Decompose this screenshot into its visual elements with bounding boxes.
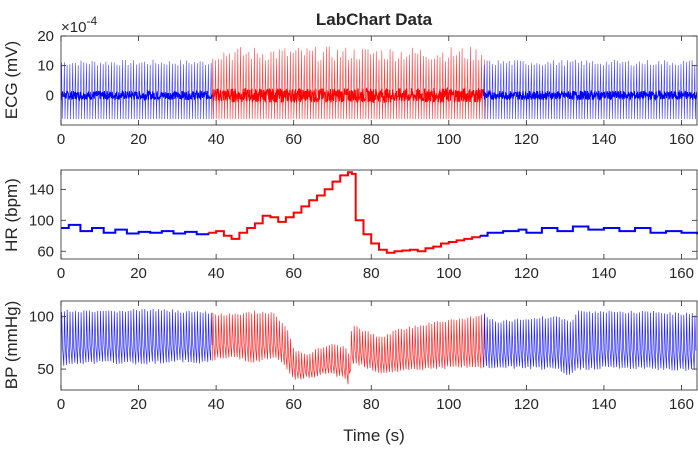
bp-y-ticks: 50 100 (29, 309, 697, 378)
hr-line-recovery (479, 225, 698, 237)
ecg-xtick-label: 80 (363, 131, 380, 148)
ecg-exponent-power: -4 (86, 14, 97, 28)
hr-xtick-label: 100 (436, 265, 461, 282)
hr-xtick-label: 0 (57, 265, 65, 282)
hr-axes-box (60, 169, 698, 260)
bp-ylabel: BP (mmHg) (2, 301, 21, 389)
hr-line-baseline (61, 223, 210, 236)
ecg-xtick-label: 0 (57, 131, 65, 148)
ecg-xtick-label: 100 (436, 131, 461, 148)
bp-trace-event (211, 310, 486, 385)
ecg-xtick-label: 40 (208, 131, 225, 148)
ecg-ytick-label: 10 (37, 58, 54, 75)
bp-xtick-label: 80 (363, 396, 380, 413)
bp-xtick-label: 140 (591, 396, 616, 413)
bp-xtick-label: 40 (208, 396, 225, 413)
ecg-traces (60, 46, 698, 120)
ecg-ytick-label: 0 (46, 87, 54, 104)
hr-ylabel: HR (bpm) (2, 178, 21, 252)
bp-xtick-label: 160 (669, 396, 694, 413)
hr-ytick-label: 140 (29, 181, 54, 198)
figure-title: LabChart Data (316, 10, 433, 29)
hr-xtick-label: 40 (208, 265, 225, 282)
x-axis-label: Time (s) (343, 426, 405, 445)
hr-ytick-label: 100 (29, 212, 54, 229)
bp-ytick-label: 100 (29, 309, 54, 326)
hr-xtick-label: 60 (285, 265, 302, 282)
hr-xtick-label: 160 (669, 265, 694, 282)
ecg-axes-box (60, 35, 698, 126)
ecg-spikes-recovery (483, 59, 697, 120)
hr-x-ticks: 0 20 40 60 80 100 120 140 160 (57, 170, 694, 282)
bp-trace-recovery (483, 310, 697, 376)
ecg-exponent-base: ×10 (61, 19, 86, 36)
hr-panel: 0 20 40 60 80 100 120 140 160 60 100 140 HR (bpm) (2, 169, 698, 282)
bp-axes-box (60, 300, 698, 391)
bp-trace-baseline (60, 308, 213, 366)
hr-y-ticks: 60 100 140 (29, 181, 697, 260)
ecg-panel: 0 20 40 60 80 100 120 140 160 0 10 20 ECG (mV) ×10… (2, 14, 698, 148)
ecg-exponent-label: ×10-4 (61, 14, 97, 36)
ecg-baseline-event (211, 86, 485, 104)
ecg-xtick-label: 120 (514, 131, 539, 148)
bp-xtick-label: 100 (436, 396, 461, 413)
bp-ytick-label: 50 (37, 361, 54, 378)
bp-xtick-label: 20 (130, 396, 147, 413)
ecg-xtick-label: 160 (669, 131, 694, 148)
ecg-xtick-label: 140 (591, 131, 616, 148)
ecg-spikes-event (211, 46, 486, 120)
ecg-xtick-label: 60 (285, 131, 302, 148)
hr-ytick-label: 60 (37, 243, 54, 260)
hr-xtick-label: 20 (130, 265, 147, 282)
ecg-spikes-baseline (60, 59, 213, 120)
hr-line-event (208, 171, 481, 254)
bp-x-ticks: 0 20 40 60 80 100 120 140 160 (57, 301, 694, 413)
ecg-y-ticks: 0 10 20 (37, 28, 697, 104)
hr-xtick-label: 140 (591, 265, 616, 282)
ecg-x-ticks: 0 20 40 60 80 100 120 140 160 (57, 36, 694, 148)
bp-traces (60, 308, 697, 385)
bp-xtick-label: 120 (514, 396, 539, 413)
hr-xtick-label: 120 (514, 265, 539, 282)
ecg-xtick-label: 20 (130, 131, 147, 148)
hr-traces (61, 171, 698, 254)
ecg-baseline-recovery (483, 89, 698, 102)
bp-xtick-label: 0 (57, 396, 65, 413)
ecg-baseline-baseline (60, 89, 213, 102)
bp-panel: 0 20 40 60 80 100 120 140 160 50 100 BP (mmHg) (2, 300, 698, 413)
ecg-ytick-label: 20 (37, 28, 54, 45)
hr-xtick-label: 80 (363, 265, 380, 282)
ecg-ylabel: ECG (mV) (2, 41, 21, 119)
bp-xtick-label: 60 (285, 396, 302, 413)
